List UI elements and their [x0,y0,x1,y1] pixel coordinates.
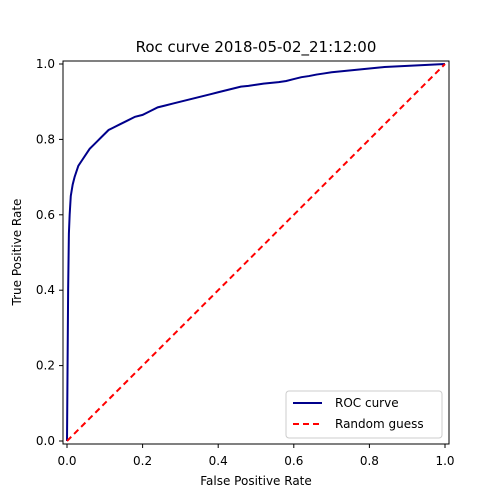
y-axis-title: True Positive Rate [10,199,24,307]
legend-box [285,390,443,439]
series-line-roc-curve [66,63,446,442]
legend-label-random-guess: Random guess [335,417,424,431]
series-line-random-guess [66,63,446,442]
x-tick-label: 0.6 [284,454,303,468]
legend: ROC curve Random guess [285,390,443,439]
y-tick-label: 0.2 [36,359,55,373]
y-tick-label: 0.6 [36,208,55,222]
y-axis: 0.0 0.2 0.4 0.6 0.8 1.0 [36,57,63,448]
y-tick-label: 1.0 [36,57,55,71]
chart-title: Roc curve 2018-05-02_21:12:00 [136,38,377,57]
plot-area [63,61,449,444]
x-tick-label: 0.0 [57,454,76,468]
x-tick-label: 0.8 [360,454,379,468]
y-tick-label: 0.0 [36,434,55,448]
plot-background [63,61,449,444]
series-layer [66,63,446,442]
plot-frame [62,60,450,445]
x-tick-label: 1.0 [435,454,454,468]
y-tick-label: 0.4 [36,283,55,297]
x-tick-label: 0.2 [133,454,152,468]
x-axis-title: False Positive Rate [200,474,312,488]
x-tick-label: 0.4 [209,454,228,468]
x-axis: 0.0 0.2 0.4 0.6 0.8 1.0 [57,444,455,468]
y-tick-label: 0.8 [36,132,55,146]
legend-label-roc-curve: ROC curve [335,396,399,410]
